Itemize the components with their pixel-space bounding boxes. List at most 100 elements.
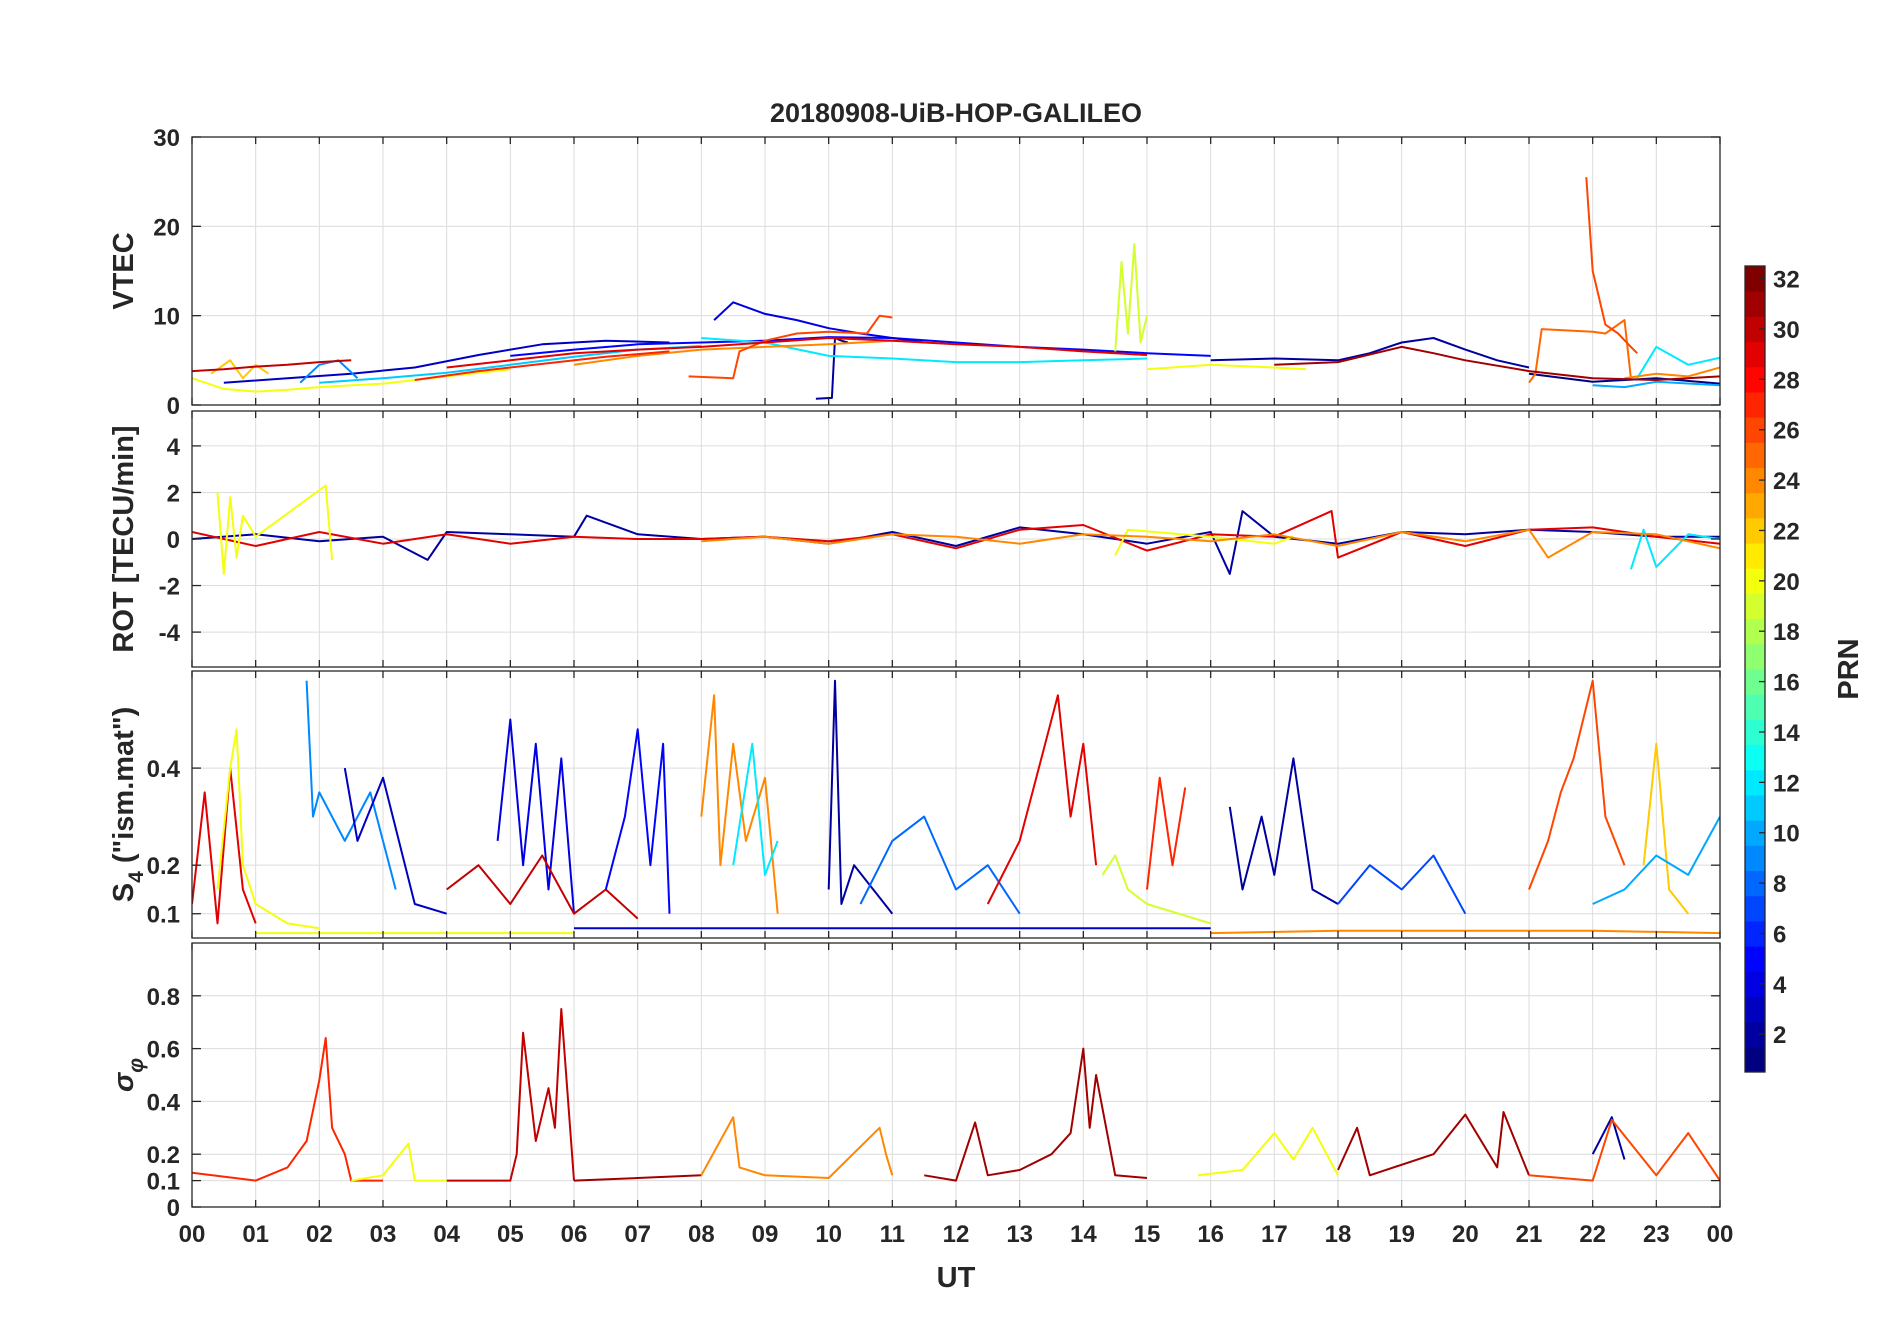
colorbar-segment: [1745, 593, 1765, 620]
colorbar-segment: [1745, 341, 1765, 368]
colorbar-segment: [1745, 391, 1765, 418]
y-tick-label: 2: [167, 480, 180, 507]
series-prn-24: [701, 528, 1720, 559]
series-prn-30: [446, 1008, 575, 1182]
series-prn-24: [573, 339, 893, 366]
y-tick-label: 0.4: [147, 756, 181, 783]
series-prn-26: [1528, 1118, 1720, 1182]
series-prn-27: [192, 1037, 383, 1182]
colorbar-tick-label: 16: [1773, 670, 1800, 697]
chart-title: 20180908-UiB-HOP-GALILEO: [770, 98, 1142, 128]
colorbar-segment: [1745, 467, 1765, 494]
panel-s4: 0.1 0.2 0.4S4 ("ism.mat"): [108, 670, 1721, 939]
x-tick-label: 10: [815, 1221, 842, 1248]
colorbar-segment: [1745, 1046, 1765, 1073]
series-prn-27: [414, 350, 670, 381]
x-tick-label: 15: [1134, 1221, 1161, 1248]
series-prn-8: [859, 815, 1021, 915]
colorbar-segment: [1745, 719, 1765, 746]
x-tick-label: 00: [179, 1221, 206, 1248]
colorbar-segment: [1745, 492, 1765, 519]
y-tick-label: 0.4: [147, 1089, 181, 1116]
colorbar-segment: [1745, 996, 1765, 1023]
colorbar-segment: [1745, 618, 1765, 645]
series-prn-20: [216, 484, 334, 575]
panel-vtec: 0 10 20 30 VTEC: [108, 125, 1721, 420]
series-prn-24: [1624, 366, 1720, 380]
series-prn-12: [701, 337, 1148, 364]
x-tick-label: 12: [943, 1221, 970, 1248]
y-tick-label: 0: [167, 1195, 180, 1222]
colorbar-tick-label: 2: [1773, 1022, 1786, 1049]
x-tick-labels: 00 01 02 03 04 05 06 07 08 09 10 11 12 13 14 15 16 17 18 19…: [179, 1221, 1734, 1248]
colorbar-segment: [1745, 769, 1765, 796]
y-tick-label: 0.1: [147, 902, 180, 929]
series-prn-12: [732, 742, 779, 876]
colorbar-segment: [1745, 669, 1765, 695]
x-tick-label: 16: [1197, 1221, 1224, 1248]
colorbar-segment: [1745, 1021, 1765, 1048]
x-tick-label: 08: [688, 1221, 715, 1248]
series-prn-25: [1528, 319, 1632, 384]
series-prn-2: [192, 510, 1720, 575]
series-prn-2: [815, 337, 849, 400]
colorbar-tick-label: 12: [1773, 770, 1800, 797]
series-prn-26: [1528, 679, 1626, 890]
x-tick-label: 07: [624, 1221, 651, 1248]
y-tick-label: 30: [153, 125, 180, 152]
colorbar-tick-label: 18: [1773, 619, 1800, 646]
x-tick-label: 00: [1707, 1221, 1734, 1248]
colorbar-segment: [1745, 568, 1765, 594]
y-tick-label: 0.6: [147, 1037, 180, 1064]
series-prn-29: [192, 510, 1720, 559]
colorbar-segment: [1745, 643, 1765, 670]
y-tick-label: 20: [153, 214, 180, 241]
series-prn-3: [343, 767, 447, 915]
series-prn-2: [1591, 1116, 1626, 1160]
x-tick-label: 13: [1006, 1221, 1033, 1248]
y-axis-label-sigma_phi: σφ: [108, 1058, 148, 1092]
series-prn-12: [1629, 528, 1720, 570]
series-prn-19: [1101, 854, 1211, 925]
series-prn-29: [192, 767, 257, 925]
colorbar-tick-label: 22: [1773, 518, 1800, 545]
y-axis-label-s4: S4 ("ism.mat"): [108, 707, 148, 903]
x-tick-label: 20: [1452, 1221, 1479, 1248]
y-tick-label: 0: [167, 393, 180, 420]
colorbar-segment: [1745, 266, 1765, 292]
series-prn-20: [1114, 528, 1294, 556]
x-tick-label: 19: [1388, 1221, 1415, 1248]
x-tick-label: 23: [1643, 1221, 1670, 1248]
y-tick-label: 0.2: [147, 853, 180, 880]
series-prn-26: [688, 314, 893, 380]
colorbar-segment: [1745, 694, 1765, 720]
traces-s4: [192, 679, 1720, 935]
colorbar-segment: [1745, 517, 1765, 544]
colorbar-segment: [1745, 794, 1765, 821]
y-tick-label: 4: [167, 434, 181, 461]
colorbar-segment: [1745, 316, 1765, 343]
colorbar-segment: [1745, 442, 1765, 468]
colorbar-tick-label: 24: [1773, 468, 1800, 495]
x-tick-label: 14: [1070, 1221, 1097, 1248]
series-prn-19: [1114, 243, 1148, 352]
x-tick-label: 03: [370, 1221, 397, 1248]
series-prn-29: [986, 694, 1098, 905]
x-tick-label: 18: [1325, 1221, 1352, 1248]
colorbar-frame: [1744, 265, 1766, 1073]
y-tick-label: 0.2: [147, 1142, 180, 1169]
series-prn-20: [1197, 1126, 1339, 1177]
colorbar-segment: [1745, 417, 1765, 443]
series-prn-31: [1337, 1111, 1530, 1177]
y-axis-label-vtec: VTEC: [108, 232, 140, 309]
colorbar-segment: [1745, 820, 1765, 846]
colorbar-segment: [1745, 870, 1765, 897]
colorbar-tick-label: 6: [1773, 921, 1786, 948]
series-prn-22: [210, 359, 269, 380]
colorbar-tick-label: 8: [1773, 871, 1786, 898]
series-prn-20: [351, 1142, 447, 1182]
colorbar-label: PRN: [1833, 638, 1865, 699]
colorbar-segment: [1745, 845, 1765, 871]
